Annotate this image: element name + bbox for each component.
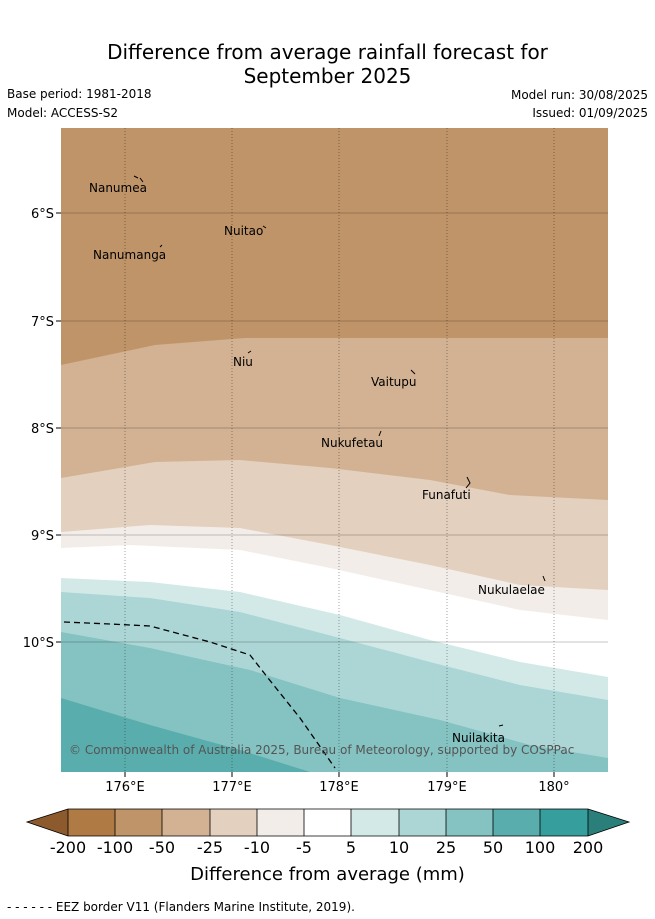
issued-label: Issued: 01/09/2025 (532, 106, 648, 120)
forecast-bands: © Commonwealth of Australia 2025, Bureau… (61, 128, 608, 772)
colorbar-segment (210, 809, 257, 836)
colorbar-tick-label: 200 (573, 838, 604, 857)
lon-gridlines (124, 128, 555, 772)
colorbar-tick-label: -100 (97, 838, 133, 857)
title-line-2: September 2025 (243, 64, 412, 88)
colorbar-tick-label: -50 (149, 838, 175, 857)
colorbar-segment (351, 809, 399, 836)
place-labels: Nanumea Nuitao Nanumanga Niu Vaitupu Nuk… (89, 181, 545, 745)
lat-gridlines (61, 212, 608, 643)
colorbar-segment (304, 809, 351, 836)
model-run-label: Model run: 30/08/2025 (510, 88, 648, 102)
place-label-nuitao: Nuitao (224, 224, 263, 238)
lat-axis: 6°S 7°S 8°S 9°S 10°S (23, 207, 61, 651)
colorbar: -200 -100 -50 -25 -10 -5 5 10 25 50 100 … (25, 808, 631, 857)
colorbar-segment (257, 809, 304, 836)
colorbar-segment (115, 809, 162, 836)
colorbar-tick-label: -200 (50, 838, 86, 857)
colorbar-segment (446, 809, 493, 836)
colorbar-extend-low (27, 809, 68, 836)
base-period-label: Base period: 1981-2018 (7, 87, 152, 101)
lat-tick-label: 6°S (31, 207, 54, 222)
island-outlines (133, 175, 546, 727)
place-label-niu: Niu (233, 355, 253, 369)
eez-border (63, 621, 336, 769)
colorbar-segment (399, 809, 446, 836)
place-label-funafuti: Funafuti (422, 488, 471, 502)
colorbar-tick-label: 5 (346, 838, 356, 857)
band-25 (61, 632, 608, 772)
colorbar-segment (162, 809, 210, 836)
lon-tick-label: 180° (538, 780, 569, 795)
colorbar-tick-label: -10 (244, 838, 270, 857)
lat-tick-label: 10°S (23, 636, 54, 651)
place-label-nanumanga: Nanumanga (93, 248, 166, 262)
colorbar-tick-label: 25 (436, 838, 456, 857)
colorbar-tick-label: 10 (389, 838, 409, 857)
place-label-nanumea: Nanumea (89, 181, 147, 195)
title-line-1: Difference from average rainfall forecas… (107, 40, 548, 64)
colorbar-tick-label: -5 (296, 838, 312, 857)
place-label-nukufetau: Nukufetau (321, 436, 383, 450)
place-label-nukulaelae: Nukulaelae (478, 583, 545, 597)
lon-tick-label: 178°E (319, 780, 359, 795)
colorbar-tick-label: -25 (197, 838, 223, 857)
colorbar-segment (540, 809, 588, 836)
lon-tick-label: 177°E (212, 780, 252, 795)
page-title: Difference from average rainfall forecas… (0, 40, 655, 88)
lat-tick-label: 7°S (31, 315, 54, 330)
band-50 (61, 698, 310, 772)
place-label-vaitupu: Vaitupu (371, 375, 417, 389)
colorbar-outline (25, 808, 631, 837)
colorbar-title: Difference from average (mm) (190, 864, 465, 885)
colorbar-tick-label: 50 (483, 838, 503, 857)
model-label: Model: ACCESS-S2 (7, 106, 119, 120)
colorbar-segment (68, 809, 115, 836)
lon-tick-label: 176°E (105, 780, 145, 795)
lat-tick-label: 9°S (31, 529, 54, 544)
copyright-text: © Commonwealth of Australia 2025, Bureau… (69, 743, 574, 757)
lat-tick-label: 8°S (31, 422, 54, 437)
colorbar-extend-high (588, 809, 629, 836)
colorbar-segment (493, 809, 540, 836)
place-label-nuilakita: Nuilakita (452, 731, 505, 745)
lon-tick-label: 179°E (427, 780, 467, 795)
eez-legend-note: - - - - - - EEZ border V11 (Flanders Mar… (7, 900, 355, 914)
lon-axis: 176°E 177°E 178°E 179°E 180° (105, 772, 570, 795)
colorbar-tick-label: 100 (525, 838, 556, 857)
